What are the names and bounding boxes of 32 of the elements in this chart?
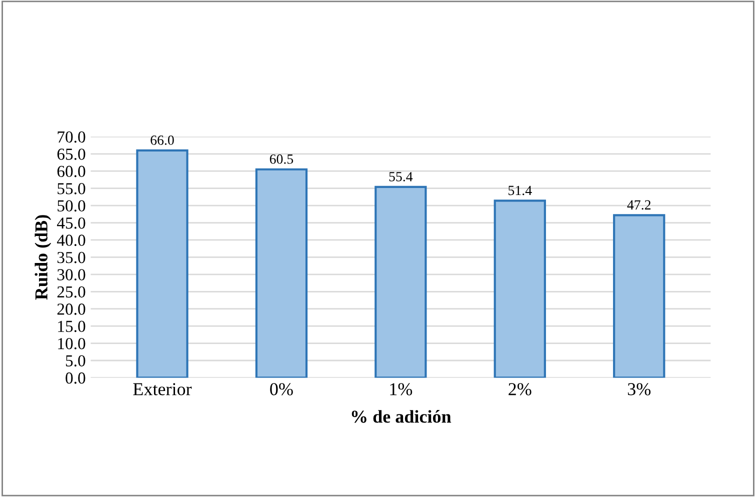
x-tick-label: 0% [270, 383, 293, 396]
y-tick-label: 25.0 [57, 286, 86, 298]
x-tick-label: 2% [508, 383, 532, 396]
x-tick-label: 3% [628, 383, 651, 396]
x-axis-title: % de adición [352, 410, 452, 423]
y-tick-label: 50.0 [58, 200, 86, 212]
y-tick-label: 60.0 [57, 166, 86, 178]
data-label: 47.2 [627, 200, 650, 210]
y-tick-label: 45.0 [57, 217, 86, 229]
bar [613, 214, 666, 378]
y-tick-label: 20.0 [57, 304, 86, 315]
data-label: 60.5 [270, 154, 294, 164]
bar [255, 168, 308, 378]
y-tick-label: 40.0 [57, 234, 86, 246]
data-label: 66.0 [150, 135, 174, 145]
x-tick-label: 1% [390, 383, 412, 396]
bar [374, 186, 427, 378]
y-tick-label: 0.0 [66, 372, 86, 384]
y-tick-label: 35.0 [57, 252, 86, 264]
y-tick-label: 65.0 [57, 148, 86, 160]
y-tick-label: 10.0 [58, 338, 86, 350]
y-tick-label: 55.0 [58, 183, 86, 194]
bar [136, 149, 188, 378]
y-tick-label: 30.0 [57, 269, 86, 280]
y-tick-label: 70.0 [58, 131, 86, 143]
y-axis-title: Ruido (dB) [34, 215, 52, 300]
y-tick-label: 15.0 [58, 320, 86, 332]
x-tick-label: Exterior [133, 383, 192, 396]
bar [494, 200, 546, 378]
data-label: 51.4 [508, 186, 532, 196]
data-label: 55.4 [389, 172, 413, 182]
y-tick-label: 5.0 [66, 355, 86, 367]
